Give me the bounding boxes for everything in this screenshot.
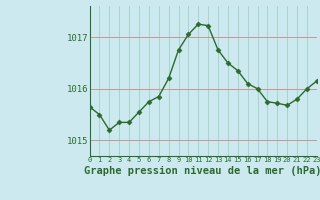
- X-axis label: Graphe pression niveau de la mer (hPa): Graphe pression niveau de la mer (hPa): [84, 166, 320, 176]
